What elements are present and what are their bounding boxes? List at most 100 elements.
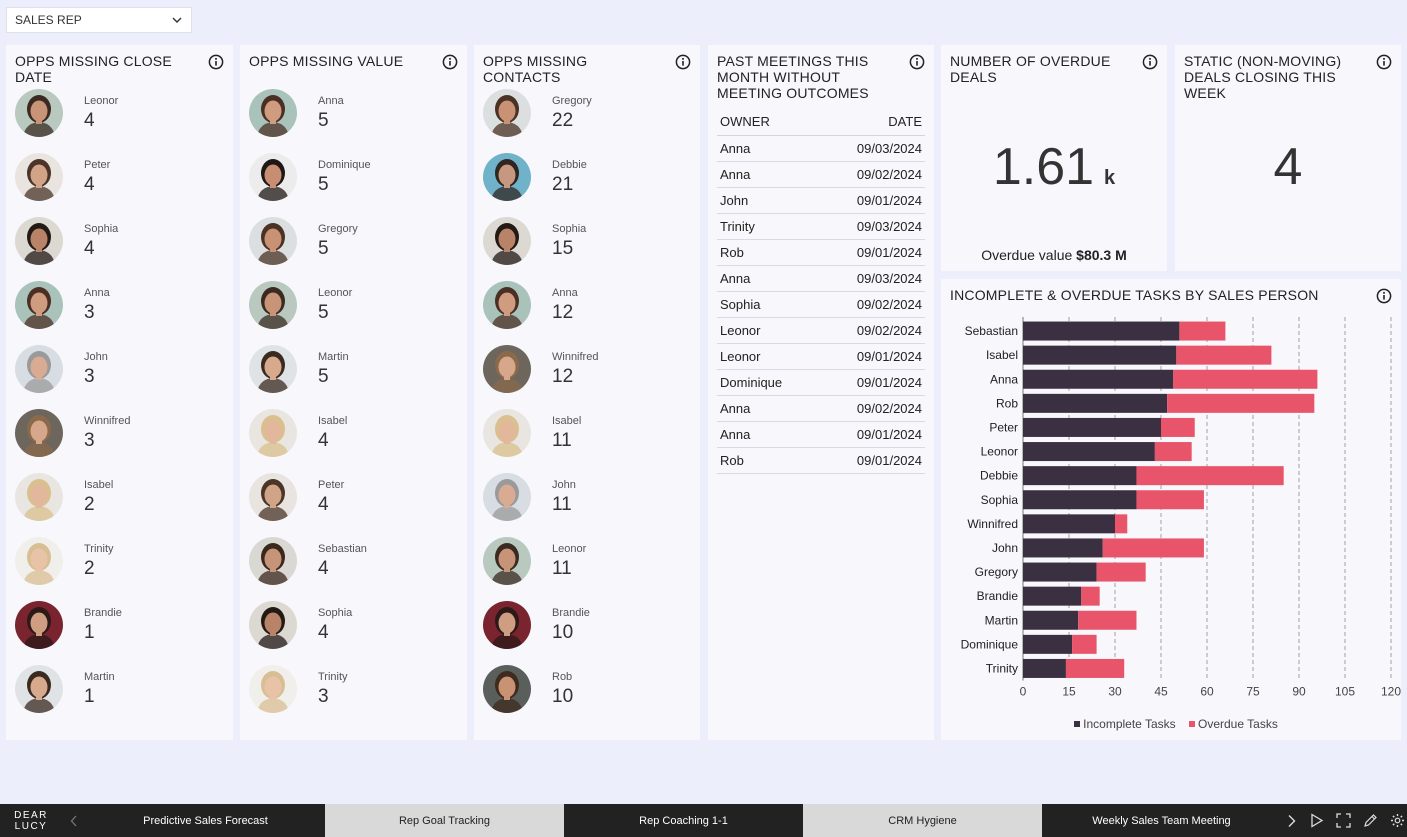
person-row[interactable]: Anna 12 bbox=[483, 281, 700, 345]
person-row[interactable]: Peter 4 bbox=[249, 473, 467, 537]
column-header-date[interactable]: DATE bbox=[818, 109, 925, 136]
person-row[interactable]: Anna 3 bbox=[15, 281, 233, 345]
person-row[interactable]: Martin 5 bbox=[249, 345, 467, 409]
person-info: Anna 5 bbox=[318, 89, 344, 132]
table-row[interactable]: Anna 09/02/2024 bbox=[717, 395, 925, 422]
table-row[interactable]: Anna 09/03/2024 bbox=[717, 265, 925, 292]
person-count: 12 bbox=[552, 366, 574, 387]
person-row[interactable]: Leonor 11 bbox=[483, 537, 700, 601]
person-count: 4 bbox=[84, 238, 95, 259]
tab-rep-goal-tracking[interactable]: Rep Goal Tracking bbox=[325, 804, 564, 837]
card-tasks-chart: INCOMPLETE & OVERDUE TASKS BY SALES PERS… bbox=[941, 279, 1401, 740]
bar-incomplete-tasks bbox=[1023, 345, 1177, 365]
y-category-label: Leonor bbox=[981, 445, 1018, 459]
bar-overdue-tasks bbox=[1179, 321, 1226, 341]
person-count: 4 bbox=[318, 558, 329, 579]
table-row[interactable]: Anna 09/02/2024 bbox=[717, 161, 925, 188]
chevron-right-icon[interactable] bbox=[1287, 814, 1297, 828]
info-icon[interactable] bbox=[1376, 54, 1392, 70]
table-row[interactable]: Sophia 09/02/2024 bbox=[717, 291, 925, 318]
bar-incomplete-tasks bbox=[1023, 442, 1155, 462]
logo-line-2: LUCY bbox=[14, 820, 48, 832]
person-row[interactable]: John 3 bbox=[15, 345, 233, 409]
logo-line-1: DEAR bbox=[14, 809, 48, 821]
person-count: 1 bbox=[84, 686, 95, 707]
date-cell: 09/01/2024 bbox=[818, 187, 925, 214]
person-row[interactable]: Leonor 4 bbox=[15, 89, 233, 153]
sales-rep-filter[interactable]: SALES REP bbox=[6, 7, 192, 33]
chevron-left-icon[interactable] bbox=[62, 804, 86, 837]
person-row[interactable]: Dominique 5 bbox=[249, 153, 467, 217]
pencil-icon[interactable] bbox=[1363, 813, 1378, 828]
tab-rep-coaching[interactable]: Rep Coaching 1-1 bbox=[564, 804, 803, 837]
bar-overdue-tasks bbox=[1161, 417, 1195, 437]
info-icon[interactable] bbox=[675, 54, 691, 70]
tab-weekly-sales-team-meeting[interactable]: Weekly Sales Team Meeting bbox=[1042, 804, 1281, 837]
person-info: Dominique 5 bbox=[318, 153, 371, 196]
table-row[interactable]: Leonor 09/01/2024 bbox=[717, 343, 925, 370]
person-name: Anna bbox=[318, 95, 344, 107]
person-row[interactable]: Isabel 11 bbox=[483, 409, 700, 473]
play-icon[interactable] bbox=[1309, 813, 1324, 828]
person-row[interactable]: Sophia 4 bbox=[249, 601, 467, 665]
person-row[interactable]: Isabel 2 bbox=[15, 473, 233, 537]
table-row[interactable]: Trinity 09/03/2024 bbox=[717, 213, 925, 240]
person-row[interactable]: Anna 5 bbox=[249, 89, 467, 153]
table-row[interactable]: Anna 09/01/2024 bbox=[717, 421, 925, 448]
table-row[interactable]: Anna 09/03/2024 bbox=[717, 135, 925, 162]
info-icon[interactable] bbox=[208, 54, 224, 70]
person-row[interactable]: Brandie 10 bbox=[483, 601, 700, 665]
column-header-owner[interactable]: OWNER bbox=[717, 109, 819, 136]
y-category-label: Martin bbox=[985, 613, 1018, 627]
table-row[interactable]: Rob 09/01/2024 bbox=[717, 447, 925, 474]
person-info: Leonor 11 bbox=[552, 537, 586, 580]
person-row[interactable]: Isabel 4 bbox=[249, 409, 467, 473]
person-row[interactable]: Winnifred 3 bbox=[15, 409, 233, 473]
person-row[interactable]: Gregory 5 bbox=[249, 217, 467, 281]
person-row[interactable]: Winnifred 12 bbox=[483, 345, 700, 409]
person-row[interactable]: Gregory 22 bbox=[483, 89, 700, 153]
tab-crm-hygiene[interactable]: CRM Hygiene bbox=[803, 804, 1042, 837]
person-row[interactable]: John 11 bbox=[483, 473, 700, 537]
person-info: Gregory 5 bbox=[318, 217, 358, 260]
person-count: 2 bbox=[84, 494, 95, 515]
table-row[interactable]: Dominique 09/01/2024 bbox=[717, 369, 925, 396]
person-info: Peter 4 bbox=[84, 153, 110, 196]
person-info: Winnifred 12 bbox=[552, 345, 598, 388]
person-info: Trinity 3 bbox=[318, 665, 348, 708]
avatar bbox=[15, 89, 63, 137]
table-row[interactable]: John 09/01/2024 bbox=[717, 187, 925, 214]
person-count: 4 bbox=[84, 174, 95, 195]
person-row[interactable]: Sophia 4 bbox=[15, 217, 233, 281]
person-row[interactable]: Sophia 15 bbox=[483, 217, 700, 281]
info-icon[interactable] bbox=[442, 54, 458, 70]
overdue-deals-unit: k bbox=[1104, 167, 1116, 189]
tab-predictive-sales-forecast[interactable]: Predictive Sales Forecast bbox=[86, 804, 325, 837]
person-row[interactable]: Brandie 1 bbox=[15, 601, 233, 665]
bar-overdue-tasks bbox=[1173, 369, 1318, 389]
person-name: Martin bbox=[84, 671, 115, 683]
info-icon[interactable] bbox=[1142, 54, 1158, 70]
table-row[interactable]: Rob 09/01/2024 bbox=[717, 239, 925, 266]
info-icon[interactable] bbox=[909, 54, 925, 70]
person-row[interactable]: Leonor 5 bbox=[249, 281, 467, 345]
person-row[interactable]: Martin 1 bbox=[15, 665, 233, 729]
person-row[interactable]: Trinity 3 bbox=[249, 665, 467, 729]
y-category-label: Anna bbox=[990, 372, 1018, 386]
info-icon[interactable] bbox=[1376, 288, 1392, 304]
fullscreen-icon[interactable] bbox=[1336, 813, 1351, 828]
table-row[interactable]: Leonor 09/02/2024 bbox=[717, 317, 925, 344]
x-tick-label: 105 bbox=[1335, 685, 1355, 699]
sales-rep-filter-label: SALES REP bbox=[15, 13, 82, 27]
person-row[interactable]: Debbie 21 bbox=[483, 153, 700, 217]
person-name: Sebastian bbox=[318, 543, 367, 555]
bottom-navigation-bar: DEAR LUCY Predictive Sales Forecast Rep … bbox=[0, 804, 1407, 837]
person-row[interactable]: Rob 10 bbox=[483, 665, 700, 729]
person-row[interactable]: Sebastian 4 bbox=[249, 537, 467, 601]
owner-cell: Anna bbox=[717, 161, 819, 188]
person-info: Anna 3 bbox=[84, 281, 110, 324]
gear-icon[interactable] bbox=[1390, 813, 1405, 828]
person-row[interactable]: Trinity 2 bbox=[15, 537, 233, 601]
person-row[interactable]: Peter 4 bbox=[15, 153, 233, 217]
bar-incomplete-tasks bbox=[1023, 514, 1115, 534]
